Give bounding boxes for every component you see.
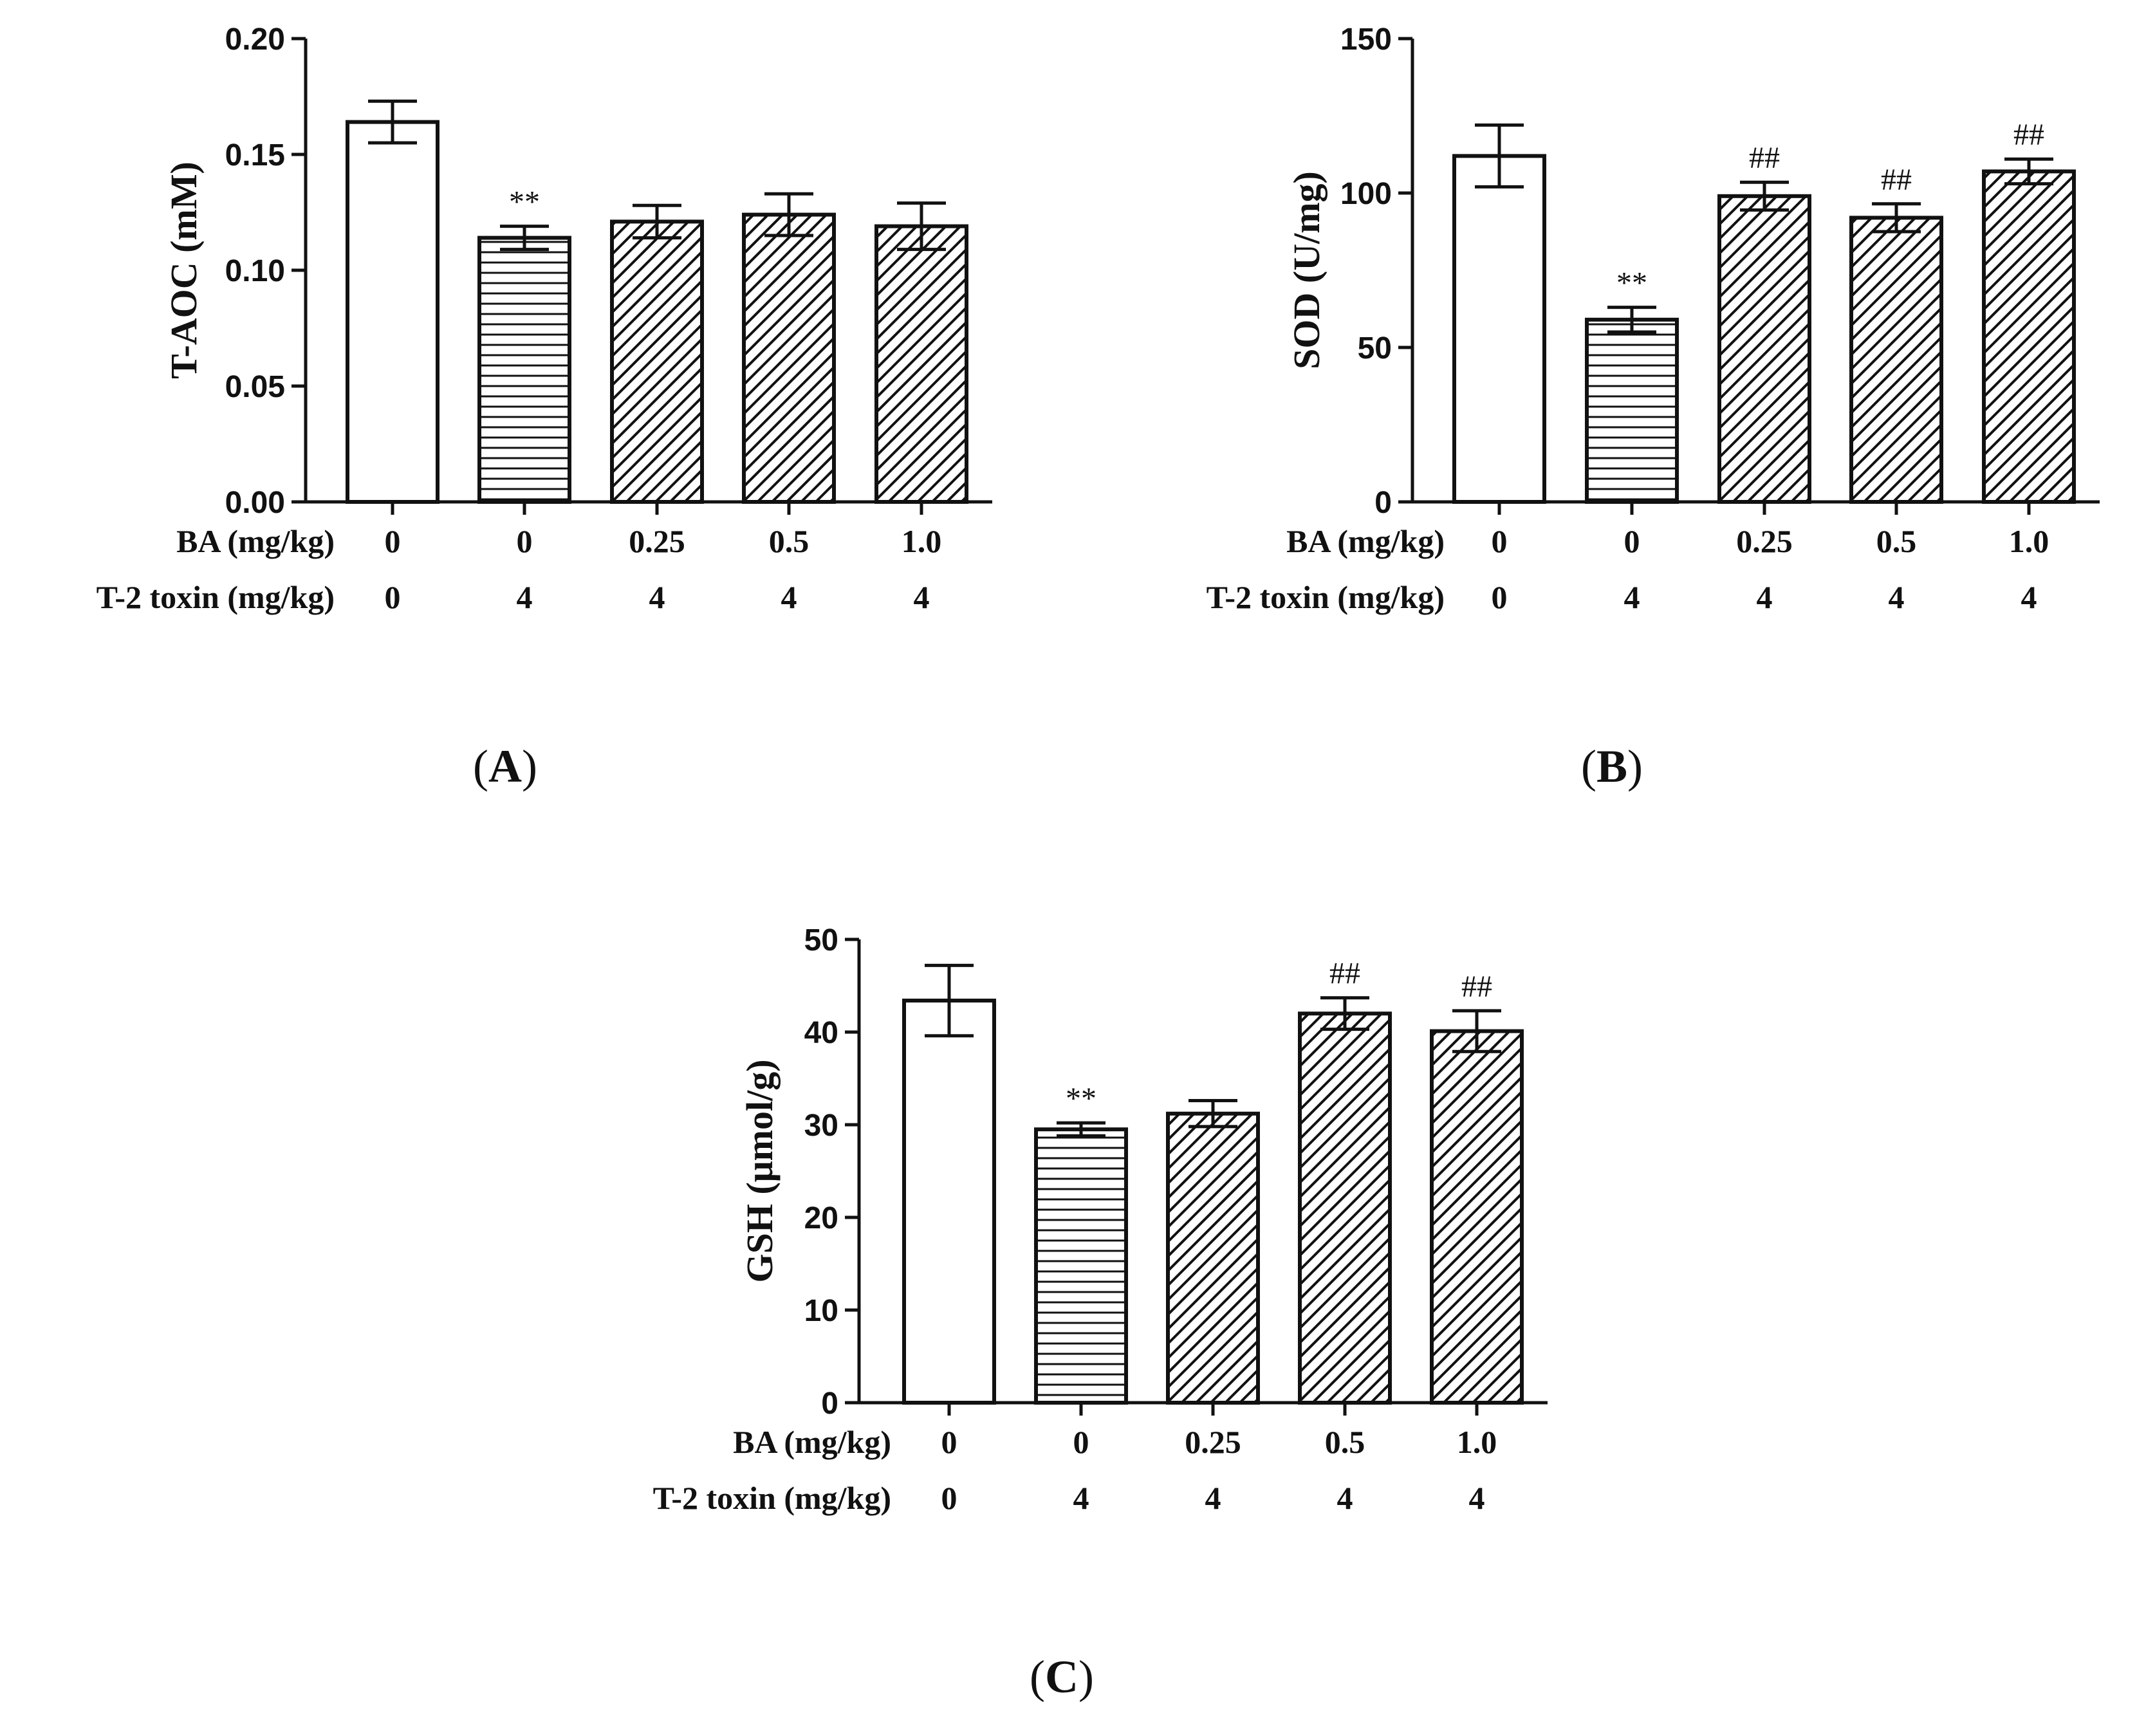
bar [477, 235, 571, 504]
y-tick-label: 40 [804, 1016, 838, 1050]
toxin-dose-value: 4 [1624, 579, 1640, 615]
significance-vs-control: ** [1616, 266, 1647, 300]
y-axis-title: T-AOC (mM) [163, 162, 205, 379]
y-tick-label: 0 [1374, 486, 1392, 520]
toxin-row-label: T-2 toxin (mg/kg) [1207, 579, 1445, 615]
y-tick-label: 20 [804, 1201, 838, 1235]
error-bar [368, 99, 417, 145]
error-bar [1320, 996, 1369, 1031]
y-tick-label: 0.00 [225, 486, 285, 520]
toxin-dose-value: 4 [1889, 579, 1905, 615]
toxin-dose-value: 4 [1757, 579, 1773, 615]
toxin-dose-value: 0 [1492, 579, 1508, 615]
bar [346, 120, 439, 504]
error-bar [2004, 157, 2053, 186]
y-tick-label: 0.10 [225, 254, 285, 288]
bar [1717, 194, 1811, 504]
y-tick-label: 10 [804, 1294, 838, 1328]
y-tick-label: 0 [821, 1387, 838, 1421]
bar [1849, 216, 1943, 504]
ba-dose-value: 1.0 [902, 523, 942, 559]
y-axis-title: SOD (U/mg) [1286, 171, 1327, 369]
significance-vs-toxin: ## [2013, 118, 2044, 152]
bar [1298, 1011, 1392, 1405]
toxin-dose-value: 4 [649, 579, 665, 615]
ba-dose-value: 0 [1073, 1424, 1089, 1460]
y-tick-label: 100 [1340, 177, 1392, 211]
bar [1982, 169, 2076, 504]
ba-dose-value: 0 [517, 523, 533, 559]
toxin-dose-value: 4 [2021, 579, 2037, 615]
y-tick-label: 0.20 [225, 23, 285, 57]
error-bar [1475, 123, 1524, 189]
ba-dose-value: 0.25 [629, 523, 685, 559]
toxin-row-label: T-2 toxin (mg/kg) [653, 1480, 891, 1516]
error-bar [500, 225, 549, 252]
error-bar [1057, 1121, 1105, 1138]
y-tick-label: 50 [804, 923, 838, 957]
ba-dose-value: 0 [941, 1424, 957, 1460]
ba-row-label: BA (mg/kg) [176, 523, 335, 559]
bar [742, 212, 836, 504]
bar [874, 224, 968, 504]
error-bar [1189, 1099, 1237, 1129]
y-tick-label: 0.05 [225, 370, 285, 404]
panel-label: (A) [473, 741, 537, 792]
error-bar [925, 963, 974, 1038]
toxin-dose-value: 0 [941, 1480, 957, 1516]
panel-label: (C) [1030, 1651, 1094, 1703]
error-bar [1740, 180, 1789, 212]
toxin-dose-value: 0 [385, 579, 401, 615]
ba-dose-value: 0 [1624, 523, 1640, 559]
error-bar [1452, 1009, 1501, 1053]
toxin-dose-value: 4 [1205, 1480, 1221, 1516]
toxin-dose-value: 4 [781, 579, 797, 615]
bar [902, 999, 996, 1405]
error-bar [897, 201, 946, 252]
significance-vs-toxin: ## [1749, 141, 1780, 175]
y-tick-label: 30 [804, 1109, 838, 1143]
error-bar [1607, 306, 1656, 334]
significance-vs-control: ** [1066, 1082, 1096, 1116]
significance-vs-toxin: ## [1881, 163, 1912, 197]
ba-dose-value: 0 [385, 523, 401, 559]
ba-dose-value: 1.0 [2009, 523, 2049, 559]
toxin-row-label: T-2 toxin (mg/kg) [97, 579, 335, 615]
ba-dose-value: 0 [1492, 523, 1508, 559]
error-bar [633, 203, 681, 240]
bar [1585, 317, 1679, 504]
error-bar [764, 192, 813, 237]
bar [1034, 1127, 1128, 1405]
y-tick-label: 50 [1358, 331, 1392, 365]
toxin-dose-value: 4 [914, 579, 930, 615]
chart-panel-b: 0 50 100 150 SOD (U/mg) 0 0 ** 0 4 ## 0.25 4 ## 0.5 4 ##… [1207, 23, 2100, 792]
y-axis-title: GSH (μmol/g) [739, 1059, 781, 1282]
ba-row-label: BA (mg/kg) [733, 1424, 891, 1460]
y-tick-label: 150 [1340, 23, 1392, 57]
bar [1452, 154, 1546, 504]
ba-dose-value: 0.25 [1736, 523, 1793, 559]
toxin-dose-value: 4 [1469, 1480, 1485, 1516]
chart-panel-a: 0.00 0.05 0.10 0.15 0.20 T-AOC (mM) 0 0 ** 0 4 0.25… [97, 23, 992, 792]
error-bar [1872, 202, 1921, 234]
ba-dose-value: 0.5 [1325, 1424, 1365, 1460]
ba-dose-value: 1.0 [1457, 1424, 1497, 1460]
significance-vs-toxin: ## [1329, 957, 1360, 991]
ba-dose-value: 0.5 [1876, 523, 1917, 559]
y-tick-label: 0.15 [225, 138, 285, 172]
bar [610, 219, 704, 504]
significance-vs-toxin: ## [1461, 970, 1492, 1004]
ba-dose-value: 0.25 [1185, 1424, 1241, 1460]
toxin-dose-value: 4 [517, 579, 533, 615]
chart-panel-c: 0 10 20 30 40 50 GSH (μmol/g) 0 0 ** 0 4 0.25 4 ## 0.5 4… [653, 923, 1548, 1703]
ba-dose-value: 0.5 [769, 523, 809, 559]
bar [1166, 1111, 1260, 1405]
bar [1430, 1029, 1524, 1405]
ba-row-label: BA (mg/kg) [1286, 523, 1445, 559]
toxin-dose-value: 4 [1337, 1480, 1353, 1516]
significance-vs-control: ** [509, 185, 540, 219]
panel-label: (B) [1581, 741, 1643, 792]
toxin-dose-value: 4 [1073, 1480, 1089, 1516]
